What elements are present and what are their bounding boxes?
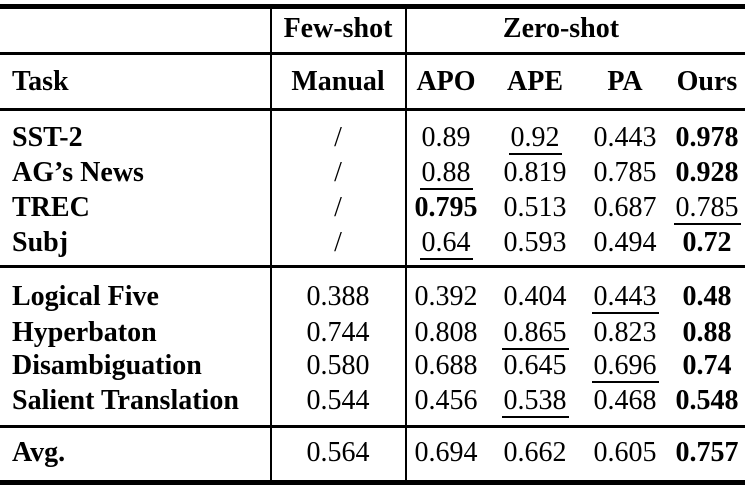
table-bottom-rule [0, 480, 745, 485]
table-row: AG’s News / 0.88 0.819 0.785 0.928 [0, 155, 745, 191]
metric-value-apo: 0.808 [414, 317, 478, 348]
task-label: Subj [12, 227, 69, 258]
metric-value-ape: 0.404 [503, 281, 567, 312]
column-header-ape: APE [507, 66, 563, 97]
column-header-bottom-rule [0, 108, 745, 111]
manual-value: 0.544 [306, 385, 370, 416]
metric-value-ape: 0.865 [501, 317, 569, 350]
task-label: Logical Five [12, 281, 159, 312]
column-rule-left-seg5 [270, 428, 272, 480]
metric-value-ours: 0.978 [675, 122, 739, 153]
metric-value-ape: 0.92 [508, 122, 562, 155]
metric-value-pa: 0.605 [593, 437, 657, 468]
manual-value: / [334, 157, 342, 188]
metric-value-pa: 0.696 [591, 350, 659, 383]
metric-value-pa: 0.443 [593, 122, 657, 153]
metric-value-pa: 0.823 [593, 317, 657, 348]
manual-value: 0.388 [306, 281, 370, 312]
column-rule-left-seg3 [270, 111, 272, 265]
column-header-task: Task [12, 66, 69, 97]
column-header-pa: PA [607, 66, 643, 97]
table-row: SST-2 / 0.89 0.92 0.443 0.978 [0, 120, 745, 156]
table-row: Disambiguation 0.580 0.688 0.645 0.696 0.74 [0, 348, 745, 384]
column-header-row: Task Manual APO APE PA Ours [0, 64, 745, 100]
task-label: Salient Translation [12, 385, 239, 416]
metric-value-apo: 0.89 [421, 122, 471, 153]
metric-value-apo: 0.694 [414, 437, 478, 468]
column-rule-right-seg5 [405, 428, 407, 480]
column-rule-right-seg1 [405, 9, 407, 52]
zero-shot-group-label: Zero-shot [502, 13, 620, 44]
metric-value-ours: 0.72 [682, 227, 732, 258]
metric-value-ape: 0.538 [501, 385, 569, 418]
manual-value: / [334, 227, 342, 258]
section-divider-rule [0, 265, 745, 268]
task-label: SST-2 [12, 122, 83, 153]
metric-value-apo: 0.392 [414, 281, 478, 312]
table-row: TREC / 0.795 0.513 0.687 0.785 [0, 190, 745, 226]
metric-value-pa: 0.468 [593, 385, 657, 416]
metric-value-ape: 0.593 [503, 227, 567, 258]
group-header-row: Few-shot Zero-shot [0, 11, 745, 47]
metric-value-pa: 0.687 [593, 192, 657, 223]
metric-value-ape: 0.513 [503, 192, 567, 223]
metric-value-apo: 0.456 [414, 385, 478, 416]
manual-value: 0.564 [306, 437, 370, 468]
table-row: Logical Five 0.388 0.392 0.404 0.443 0.48 [0, 279, 745, 315]
metric-value-apo: 0.88 [419, 157, 473, 190]
table-row: Hyperbaton 0.744 0.808 0.865 0.823 0.88 [0, 315, 745, 351]
table-row: Salient Translation 0.544 0.456 0.538 0.468 0… [0, 383, 745, 419]
metric-value-ours: 0.74 [682, 350, 732, 381]
metric-value-ours: 0.785 [673, 192, 741, 225]
task-label: Hyperbaton [12, 317, 157, 348]
column-rule-right-seg4 [405, 268, 407, 425]
metric-value-ape: 0.645 [503, 350, 567, 381]
table-row: Avg. 0.564 0.694 0.662 0.605 0.757 [0, 435, 745, 471]
task-label: TREC [12, 192, 90, 223]
metric-value-apo: 0.795 [414, 192, 478, 223]
metric-value-ours: 0.88 [682, 317, 732, 348]
manual-value: / [334, 192, 342, 223]
metric-value-ape: 0.819 [503, 157, 567, 188]
column-rule-left-seg1 [270, 9, 272, 52]
column-rule-left-seg2 [270, 55, 272, 108]
column-header-apo: APO [416, 66, 476, 97]
manual-value: 0.744 [306, 317, 370, 348]
metric-value-pa: 0.494 [593, 227, 657, 258]
task-label: Avg. [12, 437, 66, 468]
manual-value: 0.580 [306, 350, 370, 381]
metric-value-pa: 0.785 [593, 157, 657, 188]
metric-value-pa: 0.443 [591, 281, 659, 314]
table-row: Subj / 0.64 0.593 0.494 0.72 [0, 225, 745, 261]
avg-divider-rule [0, 425, 745, 428]
column-rule-left-seg4 [270, 268, 272, 425]
table-top-rule [0, 4, 745, 9]
metric-value-ours: 0.757 [675, 437, 739, 468]
column-rule-right-seg3 [405, 111, 407, 265]
metric-value-ours: 0.548 [675, 385, 739, 416]
metric-value-ours: 0.928 [675, 157, 739, 188]
group-header-bottom-rule [0, 52, 745, 55]
metric-value-apo: 0.64 [419, 227, 473, 260]
few-shot-group-label: Few-shot [283, 13, 393, 44]
column-header-ours: Ours [676, 66, 738, 97]
metric-value-ape: 0.662 [503, 437, 567, 468]
metric-value-ours: 0.48 [682, 281, 732, 312]
column-header-manual: Manual [291, 66, 385, 97]
manual-value: / [334, 122, 342, 153]
column-rule-right-seg2 [405, 55, 407, 108]
task-label: Disambiguation [12, 350, 202, 381]
task-label: AG’s News [12, 157, 144, 188]
metric-value-apo: 0.688 [414, 350, 478, 381]
